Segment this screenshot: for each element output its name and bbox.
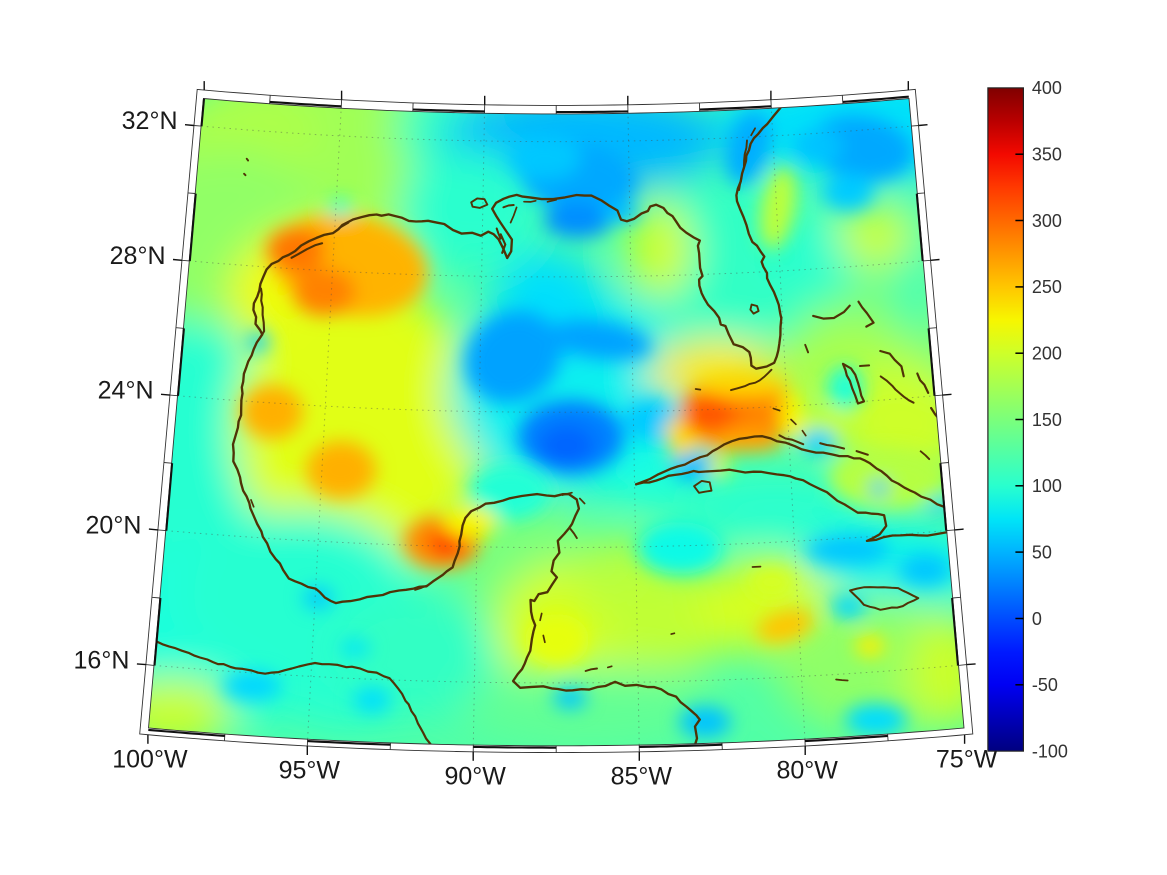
svg-text:-100: -100 <box>1032 741 1068 761</box>
svg-text:16°N: 16°N <box>74 646 130 674</box>
svg-text:200: 200 <box>1032 344 1062 364</box>
svg-text:100°W: 100°W <box>112 745 188 773</box>
svg-text:32°N: 32°N <box>122 107 178 135</box>
svg-text:400: 400 <box>1032 78 1062 98</box>
svg-text:250: 250 <box>1032 277 1062 297</box>
svg-text:90°W: 90°W <box>444 762 506 790</box>
svg-text:85°W: 85°W <box>611 762 673 790</box>
svg-text:24°N: 24°N <box>98 377 154 405</box>
svg-text:50: 50 <box>1032 542 1052 562</box>
svg-text:300: 300 <box>1032 211 1062 231</box>
svg-text:28°N: 28°N <box>110 242 166 270</box>
svg-text:100: 100 <box>1032 476 1062 496</box>
svg-text:0: 0 <box>1032 609 1042 629</box>
svg-text:20°N: 20°N <box>86 512 142 540</box>
svg-text:80°W: 80°W <box>776 757 838 785</box>
svg-text:150: 150 <box>1032 410 1062 430</box>
svg-text:95°W: 95°W <box>279 757 341 785</box>
svg-text:-50: -50 <box>1032 675 1058 695</box>
svg-text:350: 350 <box>1032 145 1062 165</box>
